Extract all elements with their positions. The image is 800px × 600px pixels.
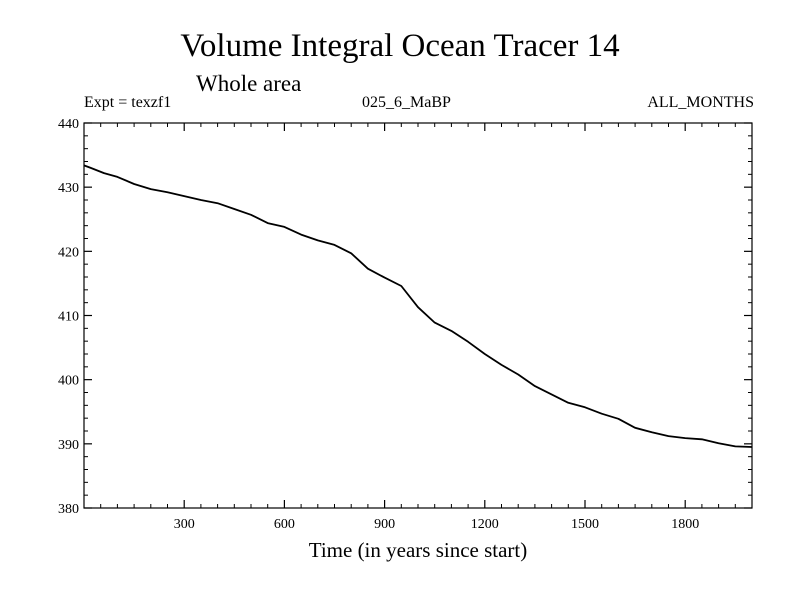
x-tick-label: 1200 <box>471 517 499 532</box>
x-tick-label: 1500 <box>571 517 599 532</box>
plot-frame <box>83 122 753 509</box>
x-tick-label: 300 <box>174 517 195 532</box>
experiment-label: Expt = texzf1 <box>84 94 172 111</box>
series-group <box>83 164 753 448</box>
chart-title: Volume Integral Ocean Tracer 14 <box>180 28 620 64</box>
y-tick-label: 440 <box>58 117 79 132</box>
y-tick-label: 390 <box>58 438 79 453</box>
minor-ticks <box>84 123 752 508</box>
x-tick-label: 600 <box>274 517 295 532</box>
y-tick-label: 420 <box>58 245 79 260</box>
y-tick-label: 410 <box>58 310 79 325</box>
y-tick-label: 430 <box>58 181 79 196</box>
period-label: ALL_MONTHS <box>647 94 754 111</box>
x-axis: 300 600 900 1200 1500 1800 <box>174 123 699 532</box>
y-tick-label: 400 <box>58 374 79 389</box>
y-axis: 380 390 400 410 420 430 440 <box>58 117 752 517</box>
x-axis-label: Time (in years since start) <box>308 538 528 562</box>
chart-subtitle: Whole area <box>196 71 302 96</box>
series-line <box>83 164 753 448</box>
y-tick-label: 380 <box>58 502 79 517</box>
x-tick-label: 1800 <box>671 517 699 532</box>
run-label: 025_6_MaBP <box>362 94 451 111</box>
x-tick-label: 900 <box>374 517 395 532</box>
